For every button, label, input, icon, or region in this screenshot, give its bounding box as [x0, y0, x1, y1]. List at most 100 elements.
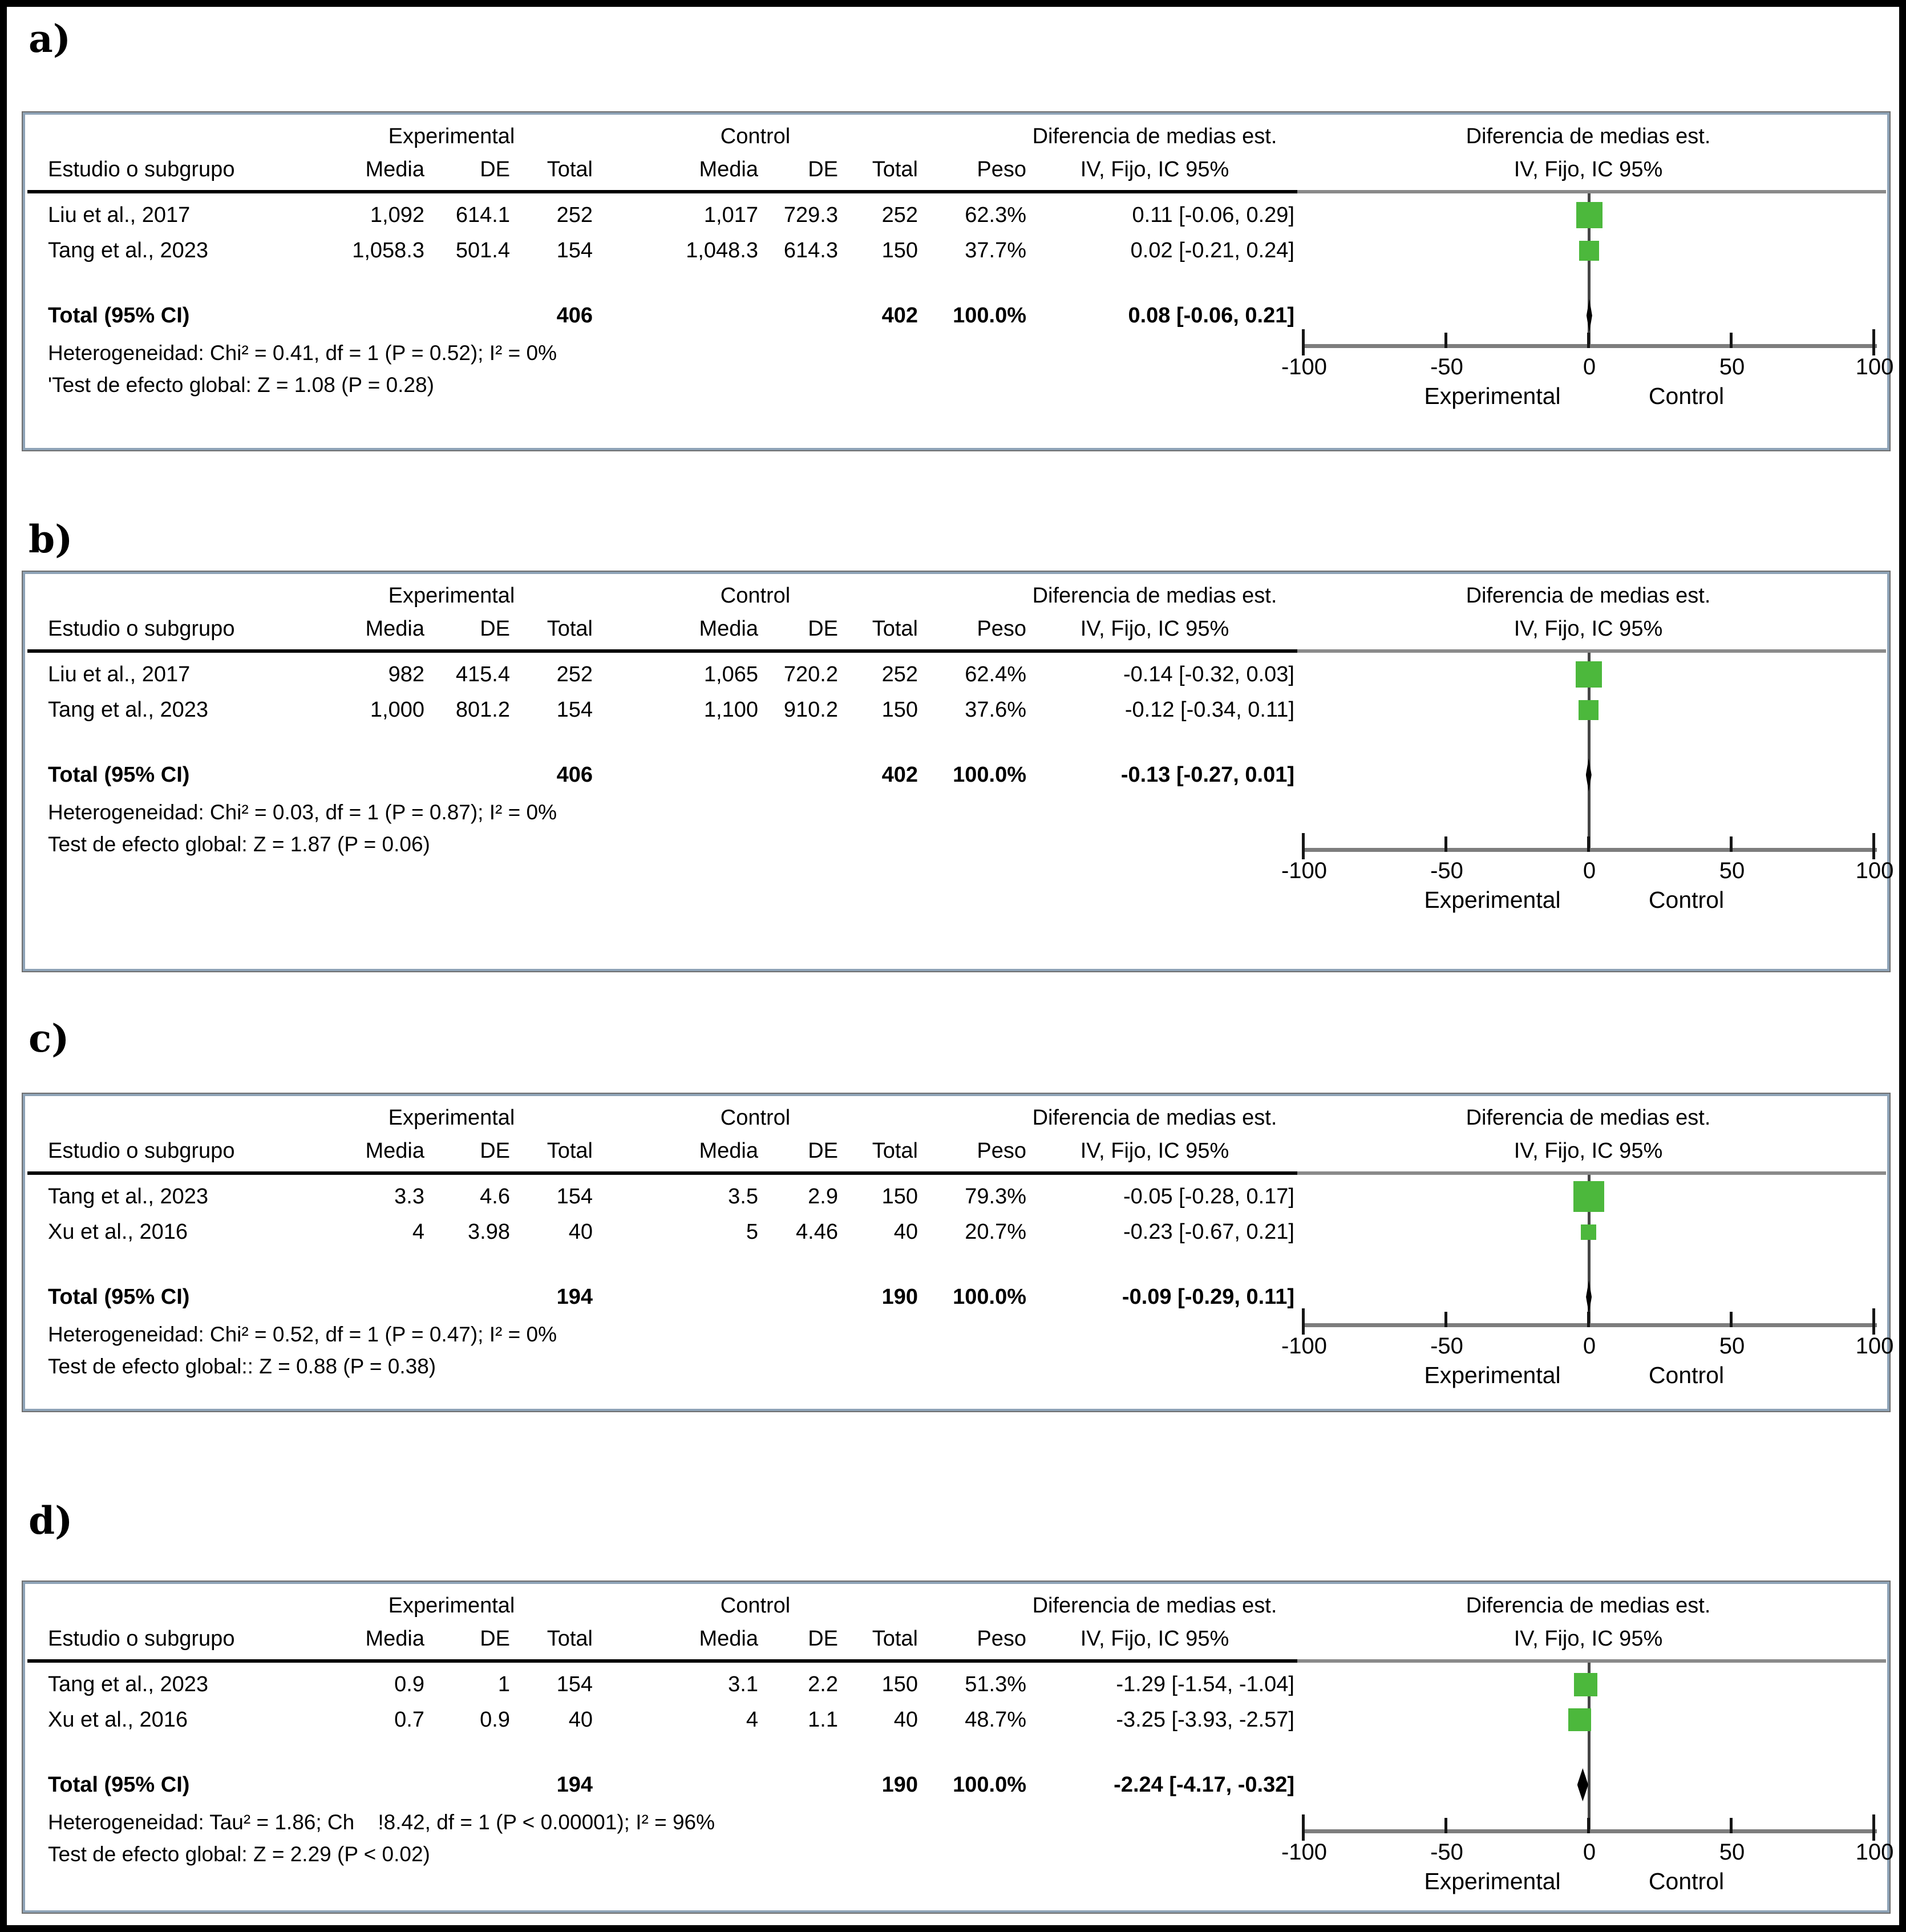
- experimental-group-header: Experimental: [388, 124, 515, 148]
- axis-left-label: Experimental: [1424, 1868, 1561, 1894]
- group-header-row: Experimental Control Diferencia de media…: [25, 579, 1887, 613]
- media-ctl-value: 1,065: [703, 662, 758, 686]
- col-header-de-ctl: DE: [808, 617, 838, 641]
- total-ci: -2.24 [-4.17, -0.32]: [1114, 1773, 1294, 1797]
- total-ctl-value: 40: [893, 1708, 918, 1732]
- media-ctl-value: 3.1: [728, 1672, 758, 1696]
- method-header-left: IV, Fijo, IC 95%: [1080, 1627, 1229, 1651]
- weight-value: 20.7%: [965, 1220, 1026, 1244]
- de-ctl-value: 614.3: [783, 239, 838, 262]
- total-exp-sum: 406: [556, 304, 593, 328]
- total-ci: -0.13 [-0.27, 0.01]: [1120, 763, 1294, 787]
- forest-plot-panel-b: b) Experimental Control Diferencia de me…: [22, 516, 1893, 972]
- media-exp-value: 3.3: [394, 1185, 424, 1208]
- axis-tick: [1302, 1814, 1305, 1841]
- media-ctl-value: 3.5: [728, 1185, 758, 1208]
- study-name: Tang et al., 2023: [48, 239, 208, 262]
- total-row: Total (95% CI) 406 402 100.0% 0.08 [-0.0…: [25, 298, 1887, 333]
- header-divider: [27, 649, 1297, 653]
- effect-column-header: Diferencia de medias est.: [1032, 584, 1277, 608]
- de-exp-value: 415.4: [455, 662, 510, 686]
- plot-top-line: [1297, 190, 1886, 193]
- total-weight: 100.0%: [953, 763, 1026, 787]
- forest-plot-panel-d: d) Experimental Control Diferencia de me…: [22, 1498, 1893, 1914]
- effect-column-header: Diferencia de medias est.: [1032, 1106, 1277, 1130]
- de-ctl-value: 2.9: [808, 1185, 838, 1208]
- col-header-de-exp: DE: [480, 617, 510, 641]
- axis-left-label: Experimental: [1424, 383, 1561, 409]
- heterogeneity-note: Heterogeneidad: Chi² = 0.03, df = 1 (P =…: [48, 801, 557, 824]
- col-header-total-ctl: Total: [872, 1627, 918, 1651]
- col-header-de-ctl: DE: [808, 1139, 838, 1163]
- axis-tick: [1302, 329, 1305, 355]
- de-ctl-value: 2.2: [808, 1672, 838, 1696]
- effect-plot-header: Diferencia de medias est.: [1466, 1106, 1711, 1130]
- total-row: Total (95% CI) 194 190 100.0% -0.09 [-0.…: [25, 1280, 1887, 1314]
- media-ctl-value: 1,048.3: [686, 239, 758, 262]
- plot-top-line: [1297, 1659, 1886, 1663]
- media-exp-value: 0.9: [394, 1672, 424, 1696]
- ci-value: 0.11 [-0.06, 0.29]: [1132, 203, 1295, 227]
- ci-value: -3.25 [-3.93, -2.57]: [1116, 1708, 1294, 1732]
- media-ctl-value: 1,017: [703, 203, 758, 227]
- total-exp-value: 154: [556, 1185, 593, 1208]
- media-exp-value: 982: [388, 662, 424, 686]
- axis-tick-label: -50: [1430, 1333, 1463, 1359]
- axis-left-label: Experimental: [1424, 887, 1561, 913]
- ci-value: 0.02 [-0.21, 0.24]: [1130, 239, 1294, 262]
- study-row: Tang et al., 2023 3.3 4.6 154 3.5 2.9 15…: [25, 1179, 1887, 1214]
- total-ctl-value: 150: [881, 1185, 918, 1208]
- study-column-header: Estudio o subgrupo: [48, 1139, 235, 1163]
- col-header-de-exp: DE: [480, 1627, 510, 1651]
- col-header-de-ctl: DE: [808, 157, 838, 181]
- group-header-row: Experimental Control Diferencia de media…: [25, 119, 1887, 153]
- overall-effect-note: Test de efecto global:: Z = 0.88 (P = 0.…: [48, 1355, 436, 1378]
- media-exp-value: 4: [412, 1220, 424, 1244]
- total-ci: -0.09 [-0.29, 0.11]: [1122, 1285, 1294, 1309]
- forest-plot-panel-c: c) Experimental Control Diferencia de me…: [22, 1016, 1893, 1412]
- total-ctl-value: 252: [881, 203, 918, 227]
- de-exp-value: 501.4: [455, 239, 510, 262]
- panel-label: c): [29, 1016, 70, 1061]
- de-ctl-value: 1.1: [808, 1708, 838, 1732]
- total-exp-sum: 194: [556, 1285, 593, 1309]
- header-divider: [27, 1171, 1297, 1175]
- axis-tick: [1444, 1818, 1447, 1833]
- experimental-group-header: Experimental: [388, 584, 515, 608]
- axis-tick-label: 0: [1583, 1333, 1596, 1359]
- experimental-group-header: Experimental: [388, 1106, 515, 1130]
- method-header-left: IV, Fijo, IC 95%: [1080, 157, 1229, 181]
- de-ctl-value: 4.46: [796, 1220, 838, 1244]
- axis-tick-label: 0: [1583, 858, 1596, 883]
- de-ctl-value: 910.2: [783, 698, 838, 722]
- total-ctl-sum: 402: [881, 763, 918, 787]
- heterogeneity-note: Heterogeneidad: Tau² = 1.86; Ch !8.42, d…: [48, 1810, 715, 1834]
- media-exp-value: 1,000: [370, 698, 424, 722]
- group-header-row: Experimental Control Diferencia de media…: [25, 1589, 1887, 1623]
- axis-tick: [1444, 333, 1447, 348]
- axis-tick: [1587, 333, 1590, 348]
- media-exp-value: 1,058.3: [352, 239, 424, 262]
- axis-tick-label: -50: [1430, 354, 1463, 379]
- weight-value: 37.6%: [965, 698, 1026, 722]
- axis-right-label: Control: [1648, 383, 1725, 409]
- de-exp-value: 3.98: [468, 1220, 510, 1244]
- study-name: Xu et al., 2016: [48, 1220, 188, 1244]
- col-header-total-exp: Total: [547, 157, 593, 181]
- de-exp-value: 4.6: [480, 1185, 510, 1208]
- axis-tick-label: 100: [1855, 858, 1894, 883]
- col-header-media-exp: Media: [365, 1139, 425, 1163]
- total-exp-value: 252: [556, 662, 593, 686]
- col-header-media-ctl: Media: [699, 1139, 759, 1163]
- method-header-right: IV, Fijo, IC 95%: [1514, 157, 1663, 181]
- total-row: Total (95% CI) 406 402 100.0% -0.13 [-0.…: [25, 758, 1887, 792]
- de-ctl-value: 729.3: [783, 203, 838, 227]
- experimental-group-header: Experimental: [388, 1594, 515, 1618]
- study-column-header: Estudio o subgrupo: [48, 617, 235, 641]
- media-ctl-value: 1,100: [703, 698, 758, 722]
- effect-plot-header: Diferencia de medias est.: [1466, 1594, 1711, 1618]
- axis-tick: [1730, 1312, 1733, 1327]
- weight-value: 62.4%: [965, 662, 1026, 686]
- axis-tick: [1872, 833, 1875, 859]
- x-axis: [1302, 848, 1877, 852]
